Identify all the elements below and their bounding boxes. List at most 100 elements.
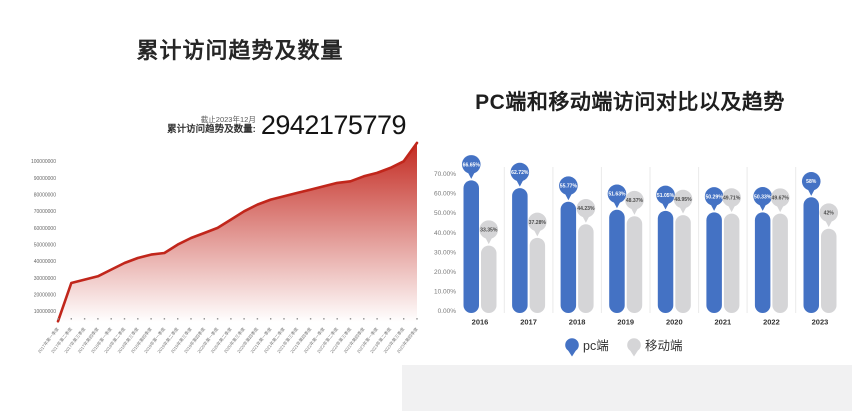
x-axis-tick xyxy=(137,318,139,320)
bubble-tail xyxy=(467,170,476,179)
legend-droplet-tail xyxy=(567,349,577,357)
bar-pc xyxy=(609,209,625,313)
x-axis-tick-label: 2020年第一季度 xyxy=(196,325,221,354)
bubble-tail xyxy=(807,187,816,196)
bubble-value-label: 55.77% xyxy=(560,184,578,190)
bubble-value-label: 49.67% xyxy=(772,196,790,202)
x-axis-tick-label: 2021年第四季度 xyxy=(289,325,314,354)
bubble-tail xyxy=(581,214,591,223)
x-axis-tick-label: 2022年第四季度 xyxy=(342,325,367,354)
stat-total-value: 2942175779 xyxy=(260,110,407,140)
x-axis-tick xyxy=(349,318,352,320)
bar-pc xyxy=(463,180,479,313)
x-axis-tick xyxy=(363,318,365,320)
y-axis-tick-label: 60000000 xyxy=(34,226,56,232)
stat-labels: 截止2023年12月 累计访问趋势及数量: xyxy=(167,115,256,136)
data-bubble xyxy=(819,203,839,222)
data-bubble xyxy=(510,162,530,182)
y-axis-tick-label: 80000000 xyxy=(34,192,56,198)
x-axis-tick-label: 2019年第四季度 xyxy=(182,325,207,354)
bubble-tail xyxy=(775,204,785,213)
x-axis-tick xyxy=(270,318,272,320)
y-axis-tick-label: 50000000 xyxy=(34,242,56,248)
data-bubble xyxy=(479,220,499,239)
right-chart-title: PC端和移动端访问对比以及趋势 xyxy=(475,91,785,114)
x-axis-tick xyxy=(389,318,392,320)
data-bubble xyxy=(607,184,627,204)
x-axis-tick xyxy=(190,318,192,320)
legend-droplet-icon xyxy=(627,338,641,352)
percent-axis-label: 50.00% xyxy=(434,210,456,217)
bar-pc xyxy=(512,188,528,313)
year-label: 2019 xyxy=(617,318,634,327)
data-bubble xyxy=(770,188,790,207)
data-bubble xyxy=(801,172,821,191)
bubble-value-label: 42% xyxy=(824,211,835,217)
x-axis-tick-label: 2021年第三季度 xyxy=(275,325,300,354)
legend-label-mobile: 移动端 xyxy=(645,339,683,353)
year-label: 2021 xyxy=(715,318,732,327)
year-label: 2017 xyxy=(520,318,537,327)
bar-mobile xyxy=(675,215,691,313)
y-axis-tick-label: 70000000 xyxy=(34,209,56,215)
bubble-tail xyxy=(630,206,639,215)
y-axis-tick-label: 40000000 xyxy=(34,259,56,265)
percent-axis-label: 20.00% xyxy=(434,269,456,276)
data-bubble xyxy=(576,199,596,218)
bar-mobile xyxy=(723,213,740,313)
bubble-value-label: 66.65% xyxy=(463,162,481,168)
bubble-value-label: 51.63% xyxy=(608,192,626,198)
x-axis-tick xyxy=(416,318,418,320)
bar-pc xyxy=(657,210,674,313)
percent-axis-label: 60.00% xyxy=(434,191,456,198)
data-bubble xyxy=(722,188,741,207)
bubble-tail xyxy=(612,200,622,209)
bubble-tail xyxy=(515,178,525,187)
bar-chart-plot: 70.00% 60.00% 50.00% 40.00% 30.00% 20.00% 10.0… xyxy=(434,155,839,357)
x-axis-tick xyxy=(177,318,179,320)
bubble-tail xyxy=(727,204,736,213)
x-axis-tick xyxy=(283,318,285,320)
x-axis-tick-label: 2018年第三季度 xyxy=(116,325,141,354)
y-axis-tick-label: 30000000 xyxy=(34,276,56,282)
percent-axis-label: 40.00% xyxy=(434,230,456,237)
bar-mobile xyxy=(529,237,546,313)
percent-axis-label: 0.00% xyxy=(438,308,457,315)
bubble-tail xyxy=(661,201,670,210)
x-axis-tick-label: 2018年第二季度 xyxy=(102,325,127,354)
x-axis-tick-label: 2019年第一季度 xyxy=(142,325,167,354)
y-axis-tick-label: 20000000 xyxy=(34,292,56,298)
y-axis-tick-label: 10000000 xyxy=(34,309,56,315)
percent-axis-label: 70.00% xyxy=(434,171,456,178)
bubble-value-label: 50.33% xyxy=(754,194,772,200)
x-axis-tick xyxy=(309,318,312,320)
x-axis-tick xyxy=(230,318,232,320)
bar-mobile xyxy=(821,228,837,313)
x-axis-tick xyxy=(70,318,72,320)
x-axis-tick xyxy=(123,318,126,320)
bubble-value-label: 58% xyxy=(806,179,817,185)
bubble-tail xyxy=(533,228,542,237)
x-axis-tick-label: 2018年第一季度 xyxy=(89,325,114,354)
bubble-value-label: 62.72% xyxy=(511,170,529,176)
bubble-tail xyxy=(678,205,688,214)
left-chart-title: 累计访问趋势及数量 xyxy=(136,38,344,63)
x-axis-tick-label: 2023年第三季度 xyxy=(382,325,407,354)
area-fill xyxy=(58,142,417,322)
year-label: 2020 xyxy=(666,318,683,327)
x-axis-tick xyxy=(203,318,205,320)
bar-mobile xyxy=(626,216,643,313)
legend-droplet-tail xyxy=(629,349,639,357)
bubble-value-label: 49.71% xyxy=(723,195,741,201)
trend-line xyxy=(56,141,419,323)
x-axis-tick xyxy=(256,318,259,320)
bubble-value-label: 51.05% xyxy=(657,193,675,199)
x-axis-tick xyxy=(83,318,86,320)
bubble-tail xyxy=(758,202,767,211)
y-axis-tick-label: 90000000 xyxy=(34,176,56,182)
bar-pc xyxy=(560,201,577,313)
page-background-band xyxy=(402,365,852,411)
x-axis-tick-label: 2022年第二季度 xyxy=(315,325,340,354)
x-axis-tick xyxy=(97,318,99,320)
